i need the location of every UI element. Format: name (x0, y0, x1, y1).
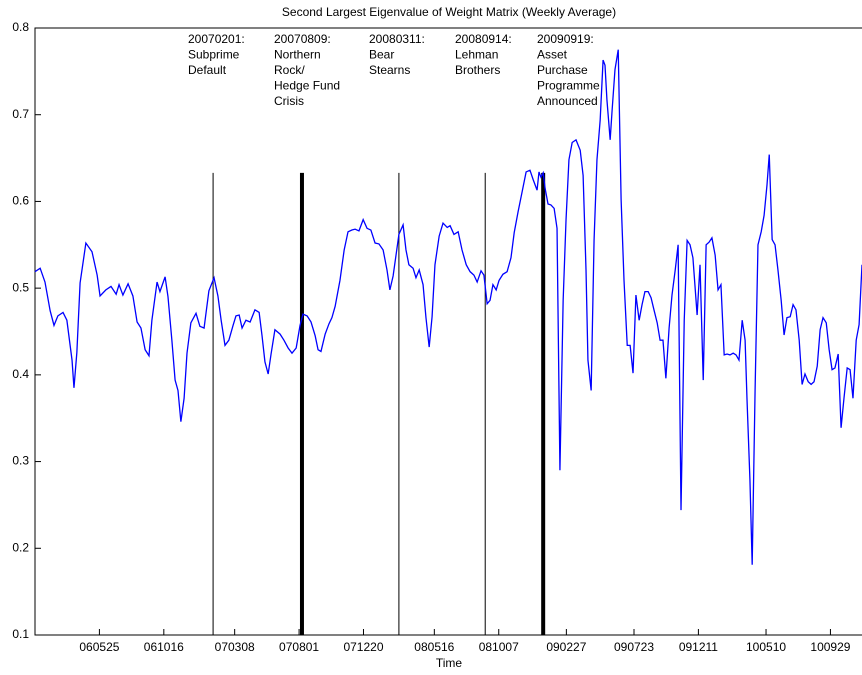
x-tick-label: 061016 (144, 640, 184, 654)
y-tick-label: 0.7 (12, 107, 29, 121)
event-annotation: 20080311: (369, 32, 425, 46)
y-tick-label: 0.5 (12, 280, 29, 294)
axes-frame (34, 27, 862, 636)
data-line (34, 49, 862, 565)
event-annotation: Lehman (455, 48, 498, 62)
y-tick-label: 0.3 (12, 454, 29, 468)
event-annotation: 20070809: (274, 32, 331, 46)
event-annotation: 20080914: (455, 32, 512, 46)
x-tick-label: 100510 (746, 640, 786, 654)
x-tick-label: 080516 (414, 640, 454, 654)
event-annotation: Bear (369, 48, 394, 62)
x-tick-label: 090723 (614, 640, 654, 654)
x-tick-label: 070308 (215, 640, 255, 654)
y-tick-label: 0.8 (12, 20, 29, 34)
y-tick-label: 0.6 (12, 194, 29, 208)
y-tick-label: 0.4 (12, 367, 29, 381)
event-annotation: Programme (537, 79, 600, 93)
event-annotation: Subprime (188, 48, 240, 62)
x-tick-label: 091211 (679, 640, 718, 654)
event-annotation: Asset (537, 48, 568, 62)
event-annotation: Crisis (274, 94, 304, 108)
x-tick-label: 081007 (479, 640, 519, 654)
event-annotation: Brothers (455, 63, 500, 77)
event-annotation: Hedge Fund (274, 79, 340, 93)
x-tick-label: 071220 (343, 640, 383, 654)
event-annotation: Stearns (369, 63, 410, 77)
event-annotation: Northern (274, 48, 321, 62)
event-annotation: Purchase (537, 63, 588, 77)
y-tick-label: 0.2 (12, 540, 29, 554)
event-annotation: Rock/ (274, 63, 305, 77)
x-tick-label: 090227 (546, 640, 586, 654)
event-annotation: 20070201: (188, 32, 245, 46)
x-tick-label: 100929 (810, 640, 850, 654)
x-axis-label: Time (436, 656, 463, 670)
event-annotation: Announced (537, 94, 598, 108)
x-tick-label: 060525 (79, 640, 119, 654)
event-annotation: Default (188, 63, 227, 77)
chart-title: Second Largest Eigenvalue of Weight Matr… (282, 5, 616, 19)
y-tick-label: 0.1 (12, 627, 29, 641)
event-annotation: 20090919: (537, 32, 594, 46)
x-tick-label: 070801 (279, 640, 319, 654)
